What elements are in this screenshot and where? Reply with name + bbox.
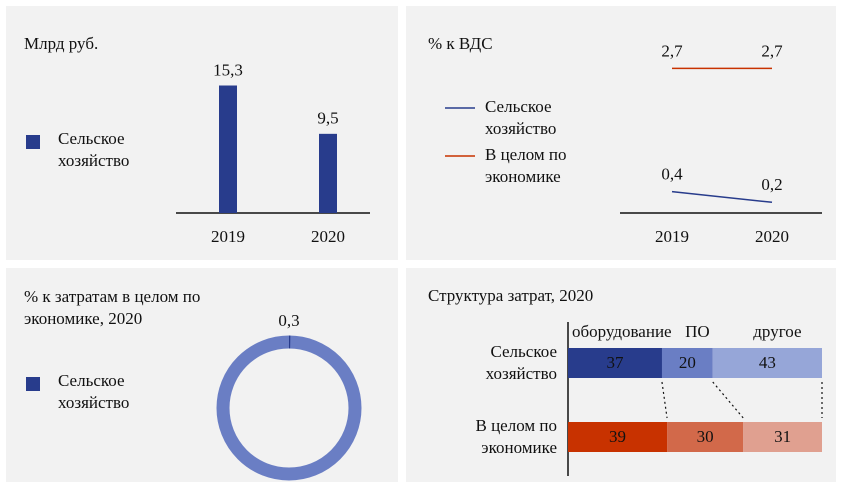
value-label: 43 xyxy=(759,353,776,372)
value-label: 0,4 xyxy=(661,164,683,183)
bar-segment xyxy=(568,348,662,378)
connector xyxy=(661,381,668,419)
legend-label: оборудование xyxy=(572,322,672,341)
legend-label: Сельское хозяйство xyxy=(58,371,130,412)
legend-label: Сельское хозяйство xyxy=(485,97,557,138)
value-label: 39 xyxy=(609,427,626,446)
legend-label: Сельское хозяйство xyxy=(58,129,130,170)
x-tick-label: 2020 xyxy=(755,227,789,246)
bar xyxy=(219,85,237,213)
value-label: 31 xyxy=(774,427,791,446)
bar-segment xyxy=(712,348,822,378)
y-tick-label: Сельское хозяйство xyxy=(485,342,557,383)
x-tick-label: 2019 xyxy=(211,227,245,246)
y-tick-label: В целом по экономике xyxy=(475,416,558,457)
chart-title: % к ВДС xyxy=(428,34,493,53)
value-label: 30 xyxy=(697,427,714,446)
value-label: 9,5 xyxy=(317,109,338,128)
chart-title: % к затратам в целом по экономике, 2020 xyxy=(24,287,201,328)
bar-segment xyxy=(667,422,744,452)
value-label: 0,2 xyxy=(761,175,782,194)
value-label: 15,3 xyxy=(213,60,243,79)
bar-segment xyxy=(661,348,713,378)
value-label: 2,7 xyxy=(661,41,683,60)
value-label: 2,7 xyxy=(761,41,783,60)
value-label: 37 xyxy=(606,353,624,372)
bar xyxy=(319,133,337,213)
legend-label: другое xyxy=(753,322,801,341)
panel xyxy=(6,6,398,260)
x-tick-label: 2019 xyxy=(655,227,689,246)
legend-label: В целом по экономике xyxy=(485,145,567,186)
legend-swatch xyxy=(26,377,40,391)
x-tick-label: 2020 xyxy=(311,227,345,246)
value-label: 0,3 xyxy=(278,311,299,330)
bar-segment xyxy=(743,422,822,452)
bar-segment xyxy=(568,422,668,452)
chart-title: Млрд руб. xyxy=(24,34,98,53)
line xyxy=(671,190,773,204)
legend-swatch xyxy=(26,135,40,149)
legend-label: ПО xyxy=(685,322,710,341)
panel xyxy=(6,268,398,482)
value-label: 20 xyxy=(679,353,696,372)
panel xyxy=(406,6,836,260)
chart-title: Структура затрат, 2020 xyxy=(428,286,593,305)
